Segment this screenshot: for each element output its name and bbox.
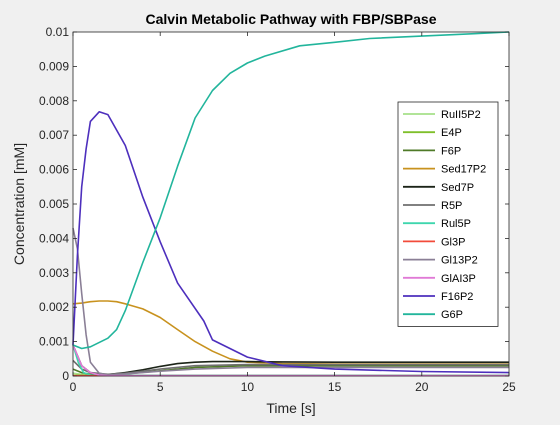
x-tick-label: 20	[415, 380, 429, 394]
y-tick-label: 0.002	[39, 300, 69, 314]
y-tick-label: 0.004	[39, 231, 69, 245]
legend-label-f16p2: F16P2	[441, 291, 473, 303]
legend: RuII5P2 E4P F6P Sed17P2 Sed7P R5P Rul5P Gl3P Gl1…	[397, 101, 499, 327]
y-tick-label: 0	[62, 369, 69, 383]
x-tick-label: 10	[241, 380, 255, 394]
y-tick-label: 0.007	[39, 128, 69, 142]
legend-label-rul5p: Rul5P	[441, 218, 471, 230]
y-tick-label: 0.006	[39, 163, 69, 177]
legend-label-f6p: F6P	[441, 145, 461, 157]
series-line-f16p2	[72, 111, 510, 374]
y-tick-label: 0.008	[39, 94, 69, 108]
x-tick-label: 15	[328, 380, 342, 394]
legend-label-g6p: G6P	[441, 309, 463, 321]
x-axis-label: Time [s]	[266, 400, 315, 416]
chart-title: Calvin Metabolic Pathway with FBP/SBPase	[146, 11, 437, 27]
y-tick-label: 0.01	[46, 25, 70, 39]
y-tick-label: 0.009	[39, 59, 69, 73]
legend-label-sed17p2: Sed17P2	[441, 164, 486, 176]
legend-box	[397, 101, 499, 327]
y-axis-label: Concentration [mM]	[11, 143, 27, 265]
legend-label-glai3p: GlAI3P	[441, 273, 476, 285]
legend-label-e4p: E4P	[441, 127, 462, 139]
legend-label-r5p: R5P	[441, 200, 462, 212]
y-tick-label: 0.005	[39, 197, 69, 211]
y-tick-label: 0.001	[39, 335, 69, 349]
series-line-r5p	[72, 359, 509, 376]
x-tick-label: 0	[70, 380, 77, 394]
x-tick-label: 5	[157, 380, 164, 394]
series-line-g6p	[72, 31, 510, 350]
y-tick-label: 0.003	[39, 266, 69, 280]
legend-label-gl3p: Gl3P	[441, 236, 465, 248]
legend-label-sed7p: Sed7P	[441, 182, 474, 194]
x-tick-label: 25	[502, 380, 516, 394]
ticks-layer: 0 5 10 15 20 25 0 0.001 0.002 0.003 0.004 0.005 0.00…	[39, 25, 516, 394]
legend-label-ruii5p2: RuII5P2	[441, 109, 481, 121]
legend-label-gl13p2: Gl13P2	[441, 255, 478, 267]
series-line-sed17p2	[72, 300, 509, 365]
